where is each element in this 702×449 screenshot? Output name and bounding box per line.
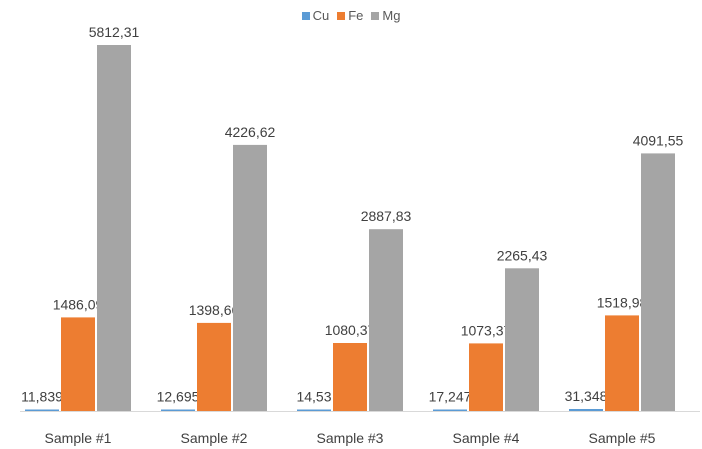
bar-mg-2: [233, 144, 267, 411]
x-tick-label: Sample #4: [453, 430, 520, 446]
data-label-cu-1: 11,839: [21, 389, 63, 405]
data-label-fe-1: 1486,09: [53, 296, 104, 312]
data-label-cu-2: 12,695: [157, 389, 200, 405]
bar-cu-2: [161, 409, 195, 411]
data-label-fe-4: 1073,37: [461, 322, 512, 338]
legend: Cu Fe Mg: [0, 8, 702, 23]
bar-mg-3: [369, 229, 403, 411]
legend-swatch: [337, 12, 346, 20]
data-label-cu-3: 14,53: [296, 389, 331, 405]
data-label-mg-4: 2265,43: [497, 247, 548, 263]
data-label-fe-2: 1398,66: [189, 302, 240, 318]
data-label-fe-5: 1518,98: [597, 294, 648, 310]
legend-label: Mg: [382, 8, 401, 23]
legend-item-mg: Mg: [371, 8, 400, 23]
legend-label: Fe: [348, 8, 364, 23]
bar-fe-4: [469, 343, 503, 411]
data-label-mg-1: 5812,31: [89, 24, 140, 40]
data-label-cu-5: 31,348: [565, 388, 608, 404]
bar-fe-2: [197, 322, 231, 411]
x-tick-label: Sample #3: [317, 430, 384, 446]
data-label-cu-4: 17,247: [429, 389, 472, 405]
legend-item-fe: Fe: [337, 8, 363, 23]
legend-swatch: [371, 12, 380, 20]
bar-cu-5: [569, 409, 603, 411]
legend-label: Cu: [312, 8, 330, 23]
bar-fe-3: [333, 343, 367, 411]
bar-cu-4: [433, 409, 467, 411]
legend-swatch: [301, 12, 310, 20]
bar-mg-1: [97, 45, 131, 411]
bar-mg-4: [505, 268, 539, 411]
data-label-mg-3: 2887,83: [361, 208, 412, 224]
legend-item-cu: Cu: [301, 8, 330, 23]
data-label-fe-3: 1080,37: [325, 322, 376, 338]
x-tick-label: Sample #1: [45, 430, 112, 446]
bar-cu-3: [297, 409, 331, 411]
x-tick-label: Sample #5: [589, 430, 656, 446]
bar-fe-1: [61, 317, 95, 411]
bar-mg-5: [641, 153, 675, 411]
data-label-mg-2: 4226,62: [225, 124, 276, 140]
data-label-mg-5: 4091,55: [633, 132, 684, 148]
x-tick-label: Sample #2: [181, 430, 248, 446]
bar-cu-1: [25, 409, 59, 411]
bar-fe-5: [605, 315, 639, 411]
